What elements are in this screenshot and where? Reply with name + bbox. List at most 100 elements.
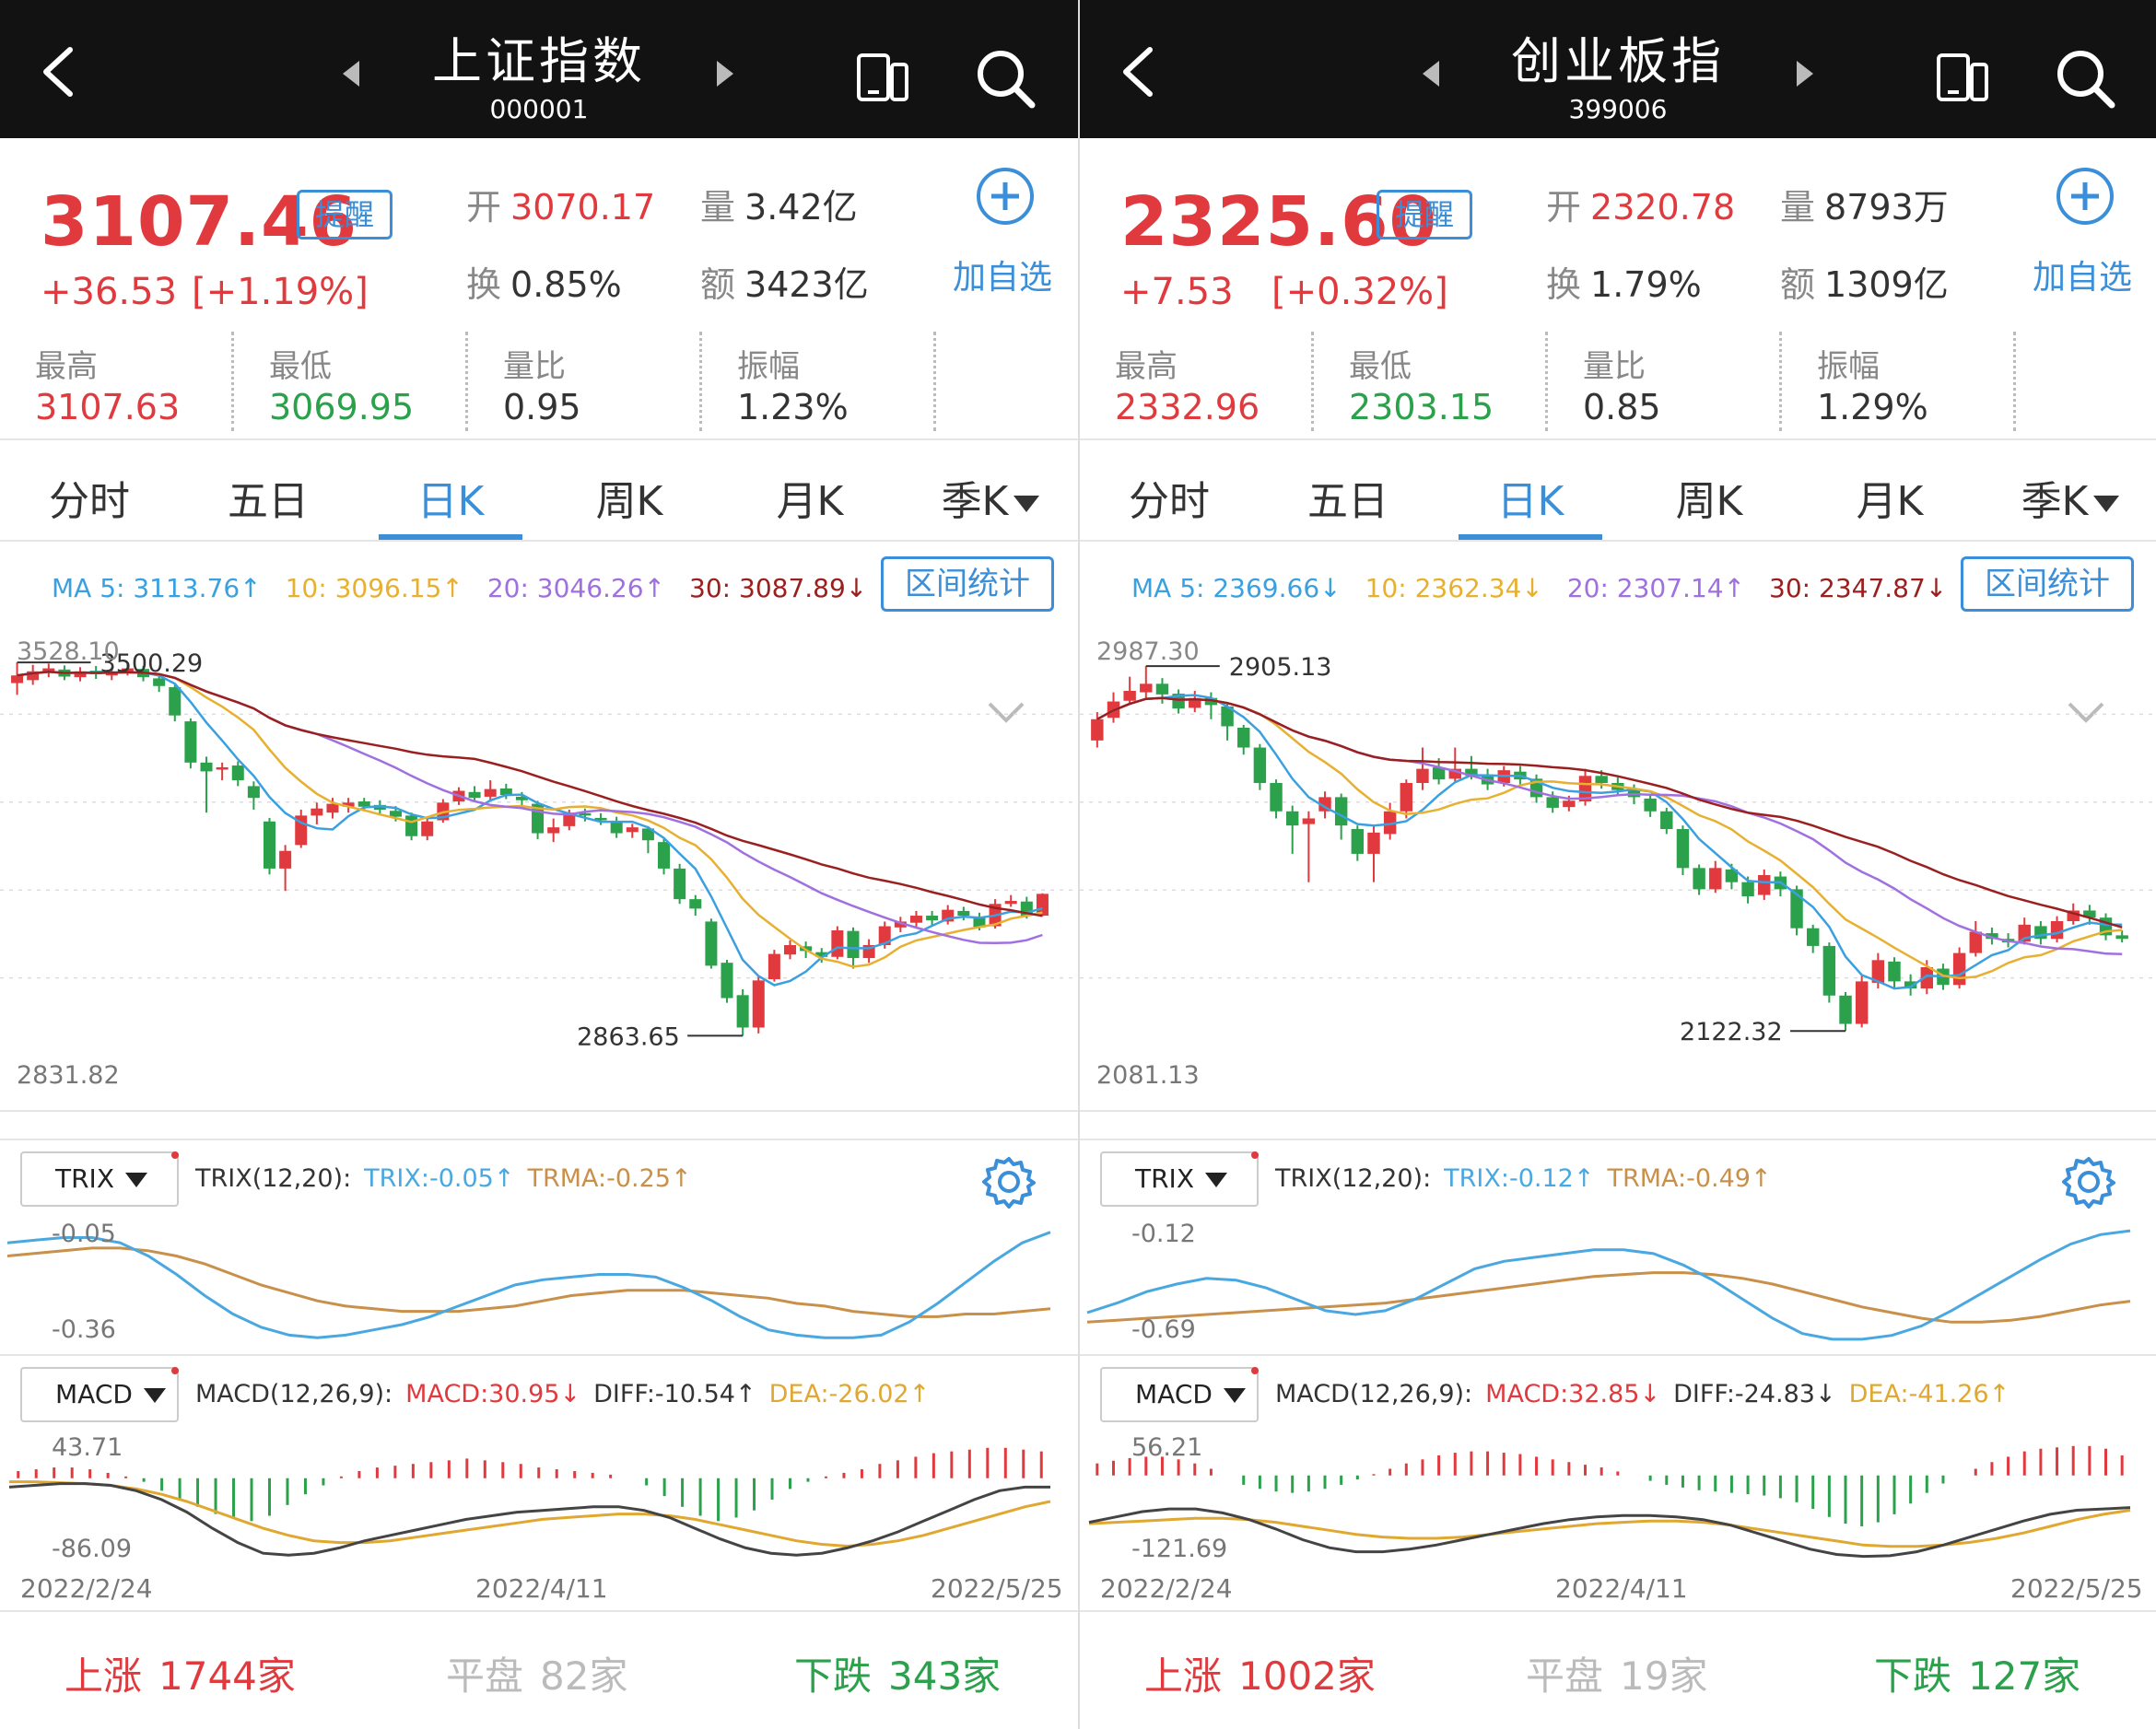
- high-marker: 2905.13: [1229, 653, 1332, 682]
- candle-body: [74, 671, 87, 678]
- range-stats-button[interactable]: 区间统计: [1961, 556, 2134, 612]
- candle-body: [515, 796, 528, 800]
- active-tab-underline: [1459, 534, 1602, 540]
- unchanged: 平盘 19家: [1526, 1653, 1708, 1699]
- amount-value: 额 3423亿: [700, 264, 869, 305]
- candle-body: [767, 953, 780, 980]
- phone-icon[interactable]: [855, 52, 910, 103]
- advancers: 上涨 1744家: [64, 1653, 296, 1699]
- volume-value: 量 8793万: [1780, 187, 1949, 228]
- macd-legend: MACD(12,26,9): MACD:32.85↓ DIFF:-24.83↓ DEA…: [1275, 1380, 2010, 1408]
- macd-selector[interactable]: MACD: [20, 1367, 179, 1422]
- candle-body: [1285, 811, 1299, 826]
- candle-body: [311, 808, 323, 816]
- candle-body: [1416, 768, 1429, 783]
- candle-body: [563, 812, 576, 826]
- macd-header: MACD MACD(12,26,9): MACD:32.85↓ DIFF:-24.8…: [1080, 1354, 2156, 1431]
- alert-button[interactable]: 提醒: [297, 190, 393, 239]
- volume-value: 量 3.42亿: [700, 187, 858, 228]
- candle-body: [1004, 901, 1017, 905]
- add-watchlist-button[interactable]: 加自选: [953, 259, 1053, 297]
- active-tab-underline: [379, 534, 522, 540]
- candle-body: [200, 762, 213, 772]
- chevron-down-icon[interactable]: [2066, 698, 2106, 726]
- price-change: +7.53: [1120, 271, 1234, 313]
- trix-chart: [6, 1231, 1051, 1339]
- candle-body: [1709, 868, 1722, 890]
- candle-body: [421, 821, 434, 836]
- tab-daily-k[interactable]: 日K: [1496, 478, 1564, 525]
- tab-monthly-k[interactable]: 月K: [776, 478, 844, 525]
- macd-axis-top: 43.71: [52, 1433, 123, 1462]
- kline-axis-bottom: 2831.82: [17, 1061, 120, 1090]
- tab-intraday[interactable]: 分时: [49, 478, 130, 525]
- tab-five-day[interactable]: 五日: [228, 478, 309, 525]
- candle-body: [1871, 960, 1885, 983]
- price-change-pct: [+1.19%]: [192, 271, 369, 313]
- next-icon[interactable]: [1797, 61, 1813, 87]
- last-price: 2325.60: [1120, 182, 1438, 262]
- search-icon[interactable]: [975, 48, 1036, 109]
- price-change: +36.53: [41, 271, 178, 313]
- ma30-value: 30: 2347.87↓: [1769, 573, 1948, 603]
- top-bar: 创业板指 399006: [1080, 0, 2156, 138]
- search-icon[interactable]: [2055, 48, 2115, 109]
- back-icon[interactable]: [1117, 44, 1163, 99]
- dea-line: [9, 1480, 1051, 1548]
- add-watchlist-button[interactable]: 加自选: [2033, 259, 2133, 297]
- tab-quarterly-k[interactable]: 季K: [912, 468, 1069, 527]
- tab-monthly-k[interactable]: 月K: [1856, 478, 1924, 525]
- candle-body: [1123, 691, 1136, 701]
- tab-five-day[interactable]: 五日: [1307, 478, 1389, 525]
- prev-icon[interactable]: [343, 61, 359, 87]
- prev-icon[interactable]: [1423, 61, 1439, 87]
- tab-quarterly-k[interactable]: 季K: [1992, 468, 2149, 527]
- range-stats-button[interactable]: 区间统计: [881, 556, 1054, 612]
- stat-low: 最低 3069.95: [234, 328, 468, 440]
- add-circle-icon[interactable]: [975, 166, 1036, 227]
- gear-icon[interactable]: [2062, 1155, 2115, 1209]
- open-number: 2320.78: [1590, 187, 1736, 228]
- macd-header: MACD MACD(12,26,9): MACD:30.95↓ DIFF:-10.5…: [0, 1354, 1078, 1431]
- trix-selector[interactable]: TRIX: [1100, 1151, 1259, 1207]
- trix-axis-bottom: -0.69: [1131, 1315, 1196, 1344]
- candle-body: [484, 789, 497, 797]
- candle-body: [752, 980, 765, 1028]
- back-icon[interactable]: [37, 44, 83, 99]
- dropdown-icon: [1223, 1388, 1246, 1403]
- kline-axis-bottom: 2081.13: [1096, 1061, 1200, 1090]
- chevron-down-icon[interactable]: [986, 698, 1026, 726]
- candle-body: [689, 899, 702, 909]
- tab-weekly-k[interactable]: 周K: [1675, 478, 1743, 525]
- open-value: 开 3070.17: [466, 187, 656, 228]
- candle-body: [1741, 882, 1754, 897]
- turnover-value: 换 1.79%: [1546, 264, 1702, 305]
- candle-body: [2115, 935, 2128, 940]
- tab-daily-k[interactable]: 日K: [416, 478, 485, 525]
- trma-line: [6, 1246, 1051, 1318]
- kline-chart[interactable]: 3500.29 2863.65 3528.10: [0, 626, 1078, 1115]
- add-circle-icon[interactable]: [2055, 166, 2115, 227]
- ma5-value: MA 5: 2369.66↓: [1131, 573, 1342, 603]
- candle-body: [1253, 747, 1267, 783]
- kline-axis-top: 2987.30: [1096, 637, 1200, 666]
- diff-line: [8, 1482, 1050, 1557]
- kline-chart[interactable]: 2905.13 2122.32 2987.30: [1080, 626, 2156, 1115]
- trix-selector[interactable]: TRIX: [20, 1151, 179, 1207]
- tab-intraday[interactable]: 分时: [1129, 478, 1210, 525]
- candle-body: [1578, 776, 1592, 801]
- alert-button[interactable]: 提醒: [1377, 190, 1472, 239]
- candle-body: [1855, 981, 1869, 1024]
- candle-body: [1432, 767, 1446, 780]
- ma5-value: MA 5: 3113.76↑: [52, 573, 262, 603]
- next-icon[interactable]: [717, 61, 733, 87]
- candle-body: [594, 817, 607, 821]
- macd-selector[interactable]: MACD: [1100, 1367, 1259, 1422]
- phone-icon[interactable]: [1935, 52, 1990, 103]
- gear-icon[interactable]: [982, 1155, 1036, 1209]
- candle-body: [610, 821, 623, 834]
- tab-weekly-k[interactable]: 周K: [595, 478, 663, 525]
- candle-body: [2083, 910, 2096, 918]
- stat-amplitude: 振幅 1.29%: [1782, 328, 2016, 440]
- volume-number: 8793万: [1824, 187, 1949, 228]
